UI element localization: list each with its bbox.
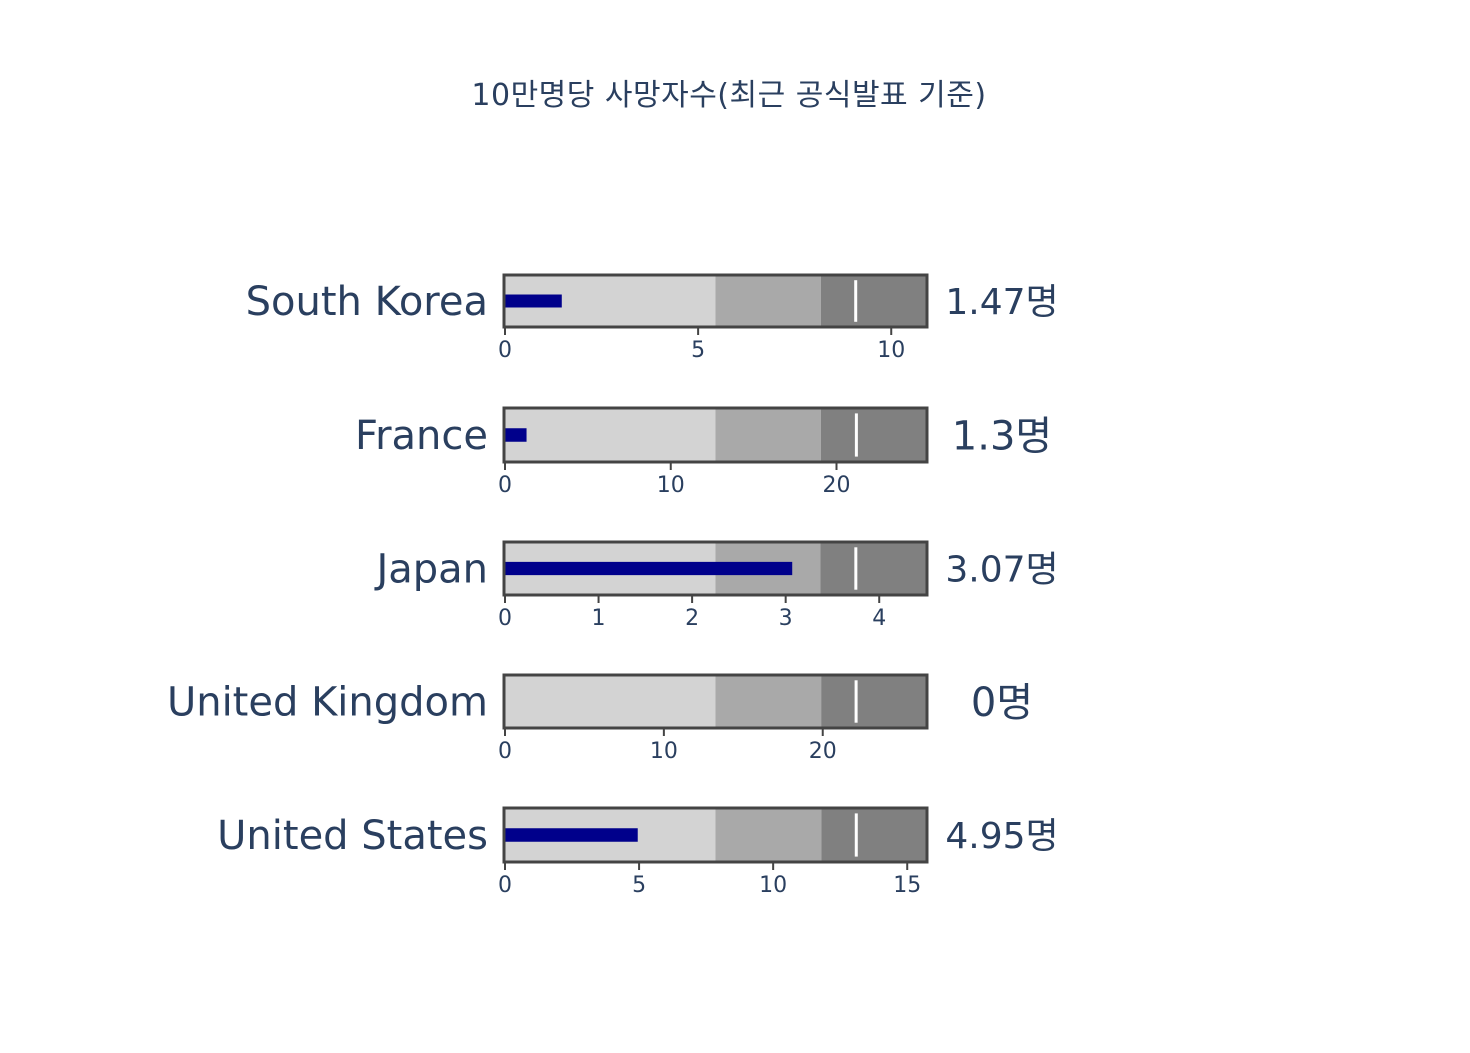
bullet-value: 3.07명: [945, 549, 1058, 590]
bullet-label: United States: [217, 813, 488, 859]
range-step: [715, 275, 821, 327]
bullet-border: [502, 673, 929, 730]
bullet-border: [502, 540, 929, 597]
range-step: [505, 675, 716, 728]
tick-label: 10: [759, 873, 787, 898]
tick-label: 10: [657, 473, 685, 498]
tick-label: 0: [498, 873, 512, 898]
tick-label: 0: [498, 338, 512, 363]
range-step: [821, 808, 926, 862]
tick-label: 10: [877, 338, 905, 363]
tick-label: 5: [632, 873, 646, 898]
bullet-value: 0명: [971, 680, 1033, 726]
range-step: [715, 675, 822, 728]
tick-label: 0: [498, 473, 512, 498]
tick-label: 3: [779, 606, 793, 631]
bullet-value: 4.95명: [945, 816, 1058, 857]
range-step: [715, 408, 821, 462]
range-step: [505, 408, 716, 462]
bullet-value: 1.3명: [952, 413, 1052, 459]
range-step: [821, 675, 926, 728]
tick-label: 20: [822, 473, 850, 498]
range-step: [820, 275, 926, 327]
range-step: [820, 542, 926, 595]
value-bar: [505, 828, 638, 842]
tick-label: 1: [592, 606, 606, 631]
value-bar: [505, 561, 793, 576]
tick-label: 15: [893, 873, 921, 898]
tick-label: 5: [691, 338, 705, 363]
tick-label: 0: [498, 606, 512, 631]
tick-label: 20: [809, 739, 837, 764]
bullet-border: [502, 806, 929, 864]
bullet-border: [502, 273, 929, 329]
tick-label: 0: [498, 739, 512, 764]
bullet-border: [502, 406, 929, 464]
tick-label: 4: [872, 606, 886, 631]
tick-label: 2: [685, 606, 699, 631]
bullet-label: United Kingdom: [167, 680, 488, 726]
bullet-label: Japan: [373, 547, 488, 593]
tick-label: 10: [650, 739, 678, 764]
range-step: [715, 808, 822, 862]
value-bar: [505, 428, 527, 442]
bullet-value: 1.47명: [945, 282, 1058, 323]
bullet-label: France: [355, 413, 488, 459]
range-step: [820, 408, 926, 462]
bullet-label: South Korea: [246, 279, 488, 325]
value-bar: [505, 294, 562, 308]
chart-title: 10만명당 사망자수(최근 공식발표 기준): [471, 78, 987, 113]
